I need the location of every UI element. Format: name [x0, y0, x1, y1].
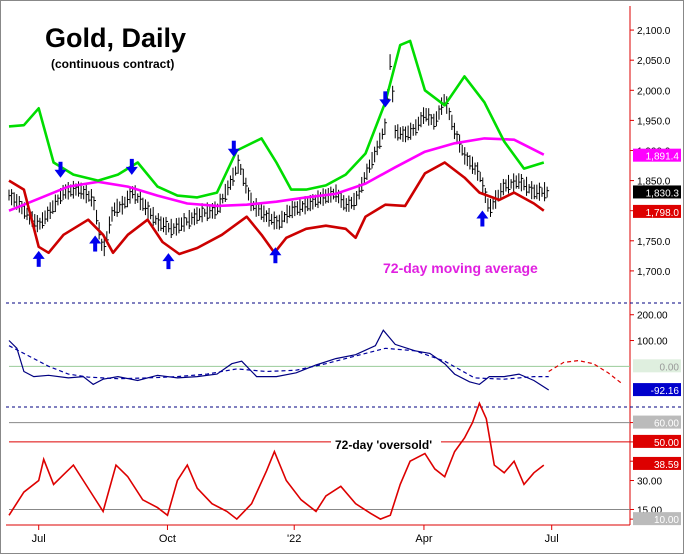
cycle-value-label-0-box [633, 415, 681, 429]
down-arrow-1 [125, 158, 138, 175]
down-arrow-1-shaft [129, 158, 134, 168]
up-arrow-4 [476, 210, 489, 227]
down-arrow-3 [379, 91, 392, 108]
down-arrow-0-shaft [58, 161, 63, 171]
y-tick-label: 2,000.0 [637, 86, 671, 97]
up-arrow-2 [162, 253, 175, 270]
y-tick-label: 1,700.0 [637, 267, 671, 278]
x-tick-label: Oct [159, 533, 176, 545]
oscillator-value-label: -92.16 [651, 386, 680, 397]
oscillator-series-line-0 [8, 329, 550, 391]
cycle-value-label-1: 50.00 [654, 438, 679, 449]
chart-subtitle: (continuous contract) [51, 57, 174, 71]
oscillator-value-label-box [633, 383, 681, 397]
price-value-label-2-box [633, 204, 681, 218]
chart-title: Gold, Daily [45, 23, 186, 53]
price-value-label-0-box [633, 148, 681, 162]
y-tick-label: 200.00 [637, 311, 668, 322]
cycle-value-label-2-box [633, 456, 681, 470]
moving-average-annotation: 72-day moving average [383, 260, 538, 276]
y-tick-label: 2,100.0 [637, 26, 671, 37]
price-bars-layer [8, 54, 550, 257]
down-arrow-2 [227, 140, 240, 157]
cycle-value-label-3-box [633, 512, 681, 526]
down-arrow-0-head [54, 169, 67, 178]
y-tick-label: 2,050.0 [637, 56, 671, 67]
up-arrow-2-shaft [166, 260, 171, 270]
price-value-label-2: 1,798.0 [646, 208, 680, 219]
down-arrow-3-head [379, 99, 392, 108]
up-arrow-2-head [162, 253, 175, 262]
up-arrow-0-head [32, 250, 45, 259]
up-arrow-4-shaft [480, 217, 485, 227]
up-arrow-1-head [89, 235, 102, 244]
down-arrow-1-head [125, 166, 138, 175]
annotation-marks-layer [32, 91, 489, 270]
y-tick-label: 1,750.0 [637, 237, 671, 248]
grid-layer [9, 365, 630, 510]
oversold-annotation: 72-day 'oversold' [335, 438, 432, 452]
down-arrow-0 [54, 161, 67, 178]
up-arrow-1 [89, 235, 102, 252]
axis-labels-layer: 1,700.01,750.01,800.01,850.01,900.01,950… [32, 26, 681, 545]
up-arrow-3-shaft [273, 254, 278, 264]
oscillator-series-line-2 [548, 359, 624, 385]
up-arrow-1-shaft [93, 242, 98, 252]
y-tick-label: 1,850.0 [637, 177, 671, 188]
down-arrow-2-head [227, 148, 240, 157]
zero-value-label: 0.00 [660, 362, 680, 373]
cycle-oscillator-line-0 [8, 401, 545, 521]
price-value-label-1-box [633, 185, 681, 199]
up-arrow-3 [269, 247, 282, 264]
price-value-label-1: 1,830.3 [646, 188, 680, 199]
cycle-value-label-2: 38.59 [654, 460, 679, 471]
y-tick-label: 15.00 [637, 505, 662, 516]
y-tick-label: 1,950.0 [637, 116, 671, 127]
cycle-value-label-1-box [633, 434, 681, 448]
zero-value-label-box [633, 359, 681, 373]
x-tick-label: Jul [32, 533, 46, 545]
x-tick-label: Jul [545, 533, 559, 545]
y-tick-label: 30.00 [637, 477, 662, 488]
up-arrow-4-head [476, 210, 489, 219]
x-tick-label: Apr [415, 533, 432, 545]
up-arrow-0 [32, 250, 45, 267]
up-arrow-0-shaft [36, 257, 41, 267]
series-lines-layer [8, 39, 624, 521]
price-value-label-0: 1,891.4 [646, 152, 680, 163]
x-tick-label: '22 [287, 533, 301, 545]
y-tick-label: 100.00 [637, 337, 668, 348]
price-series-line-1 [8, 39, 545, 199]
oversold-annotation-bg [331, 436, 441, 452]
down-arrow-3-shaft [383, 91, 388, 101]
up-arrow-3-head [269, 247, 282, 256]
cycle-value-label-3: 10.00 [654, 515, 679, 526]
oscillator-series-line-1 [8, 345, 549, 380]
down-arrow-2-shaft [231, 140, 236, 150]
cycle-value-label-0: 60.00 [654, 419, 679, 430]
price-series-line-2 [8, 161, 545, 256]
